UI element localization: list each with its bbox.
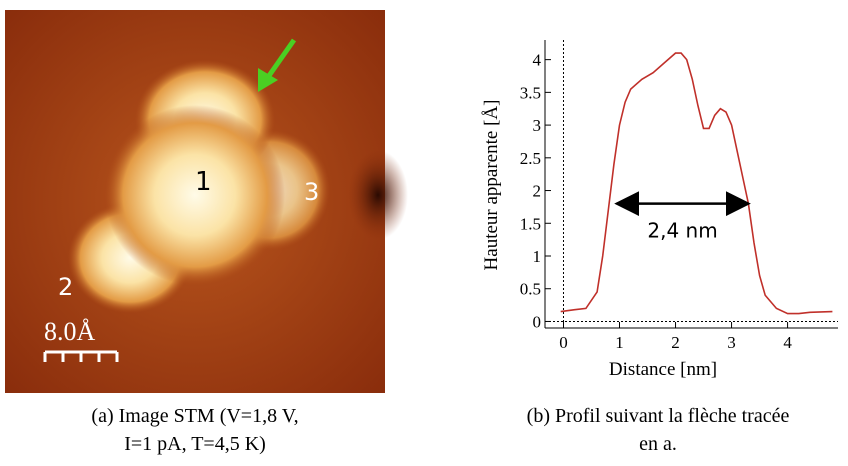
annotation: 2,4 nm [647,219,717,243]
caption: en a. [639,433,677,455]
x-tick-label: 4 [783,333,792,352]
y-tick-label: 3 [533,116,542,135]
x-axis-label: Distance [nm] [609,359,717,380]
y-tick-label: 1.5 [520,214,541,233]
stm-label: 2 [58,273,73,301]
y-tick-label: 0 [533,312,542,331]
y-axis-label: Hauteur apparente [Å] [481,100,502,271]
x-tick-label: 0 [559,333,568,352]
caption: (a) Image STM (V=1,8 V, [91,405,298,427]
y-tick-label: 3.5 [520,83,541,102]
caption: (b) Profil suivant la flèche tracée [527,405,790,427]
stm-label: 3 [304,178,319,206]
x-tick-label: 3 [727,333,736,352]
y-tick-label: 1 [533,247,542,266]
y-tick-label: 2.5 [520,149,541,168]
stm-label: 1 [195,167,212,197]
x-tick-label: 2 [671,333,680,352]
profile-line [560,52,833,315]
stm-image: 1 2 3 8.0Å [5,10,408,393]
scale-label: 8.0Å [44,317,96,346]
caption: I=1 pA, T=4,5 K) [124,433,266,455]
y-tick-label: 2 [533,182,542,201]
y-tick-label: 0.5 [520,280,541,299]
x-tick-label: 1 [615,333,624,352]
y-tick-label: 4 [533,51,542,70]
